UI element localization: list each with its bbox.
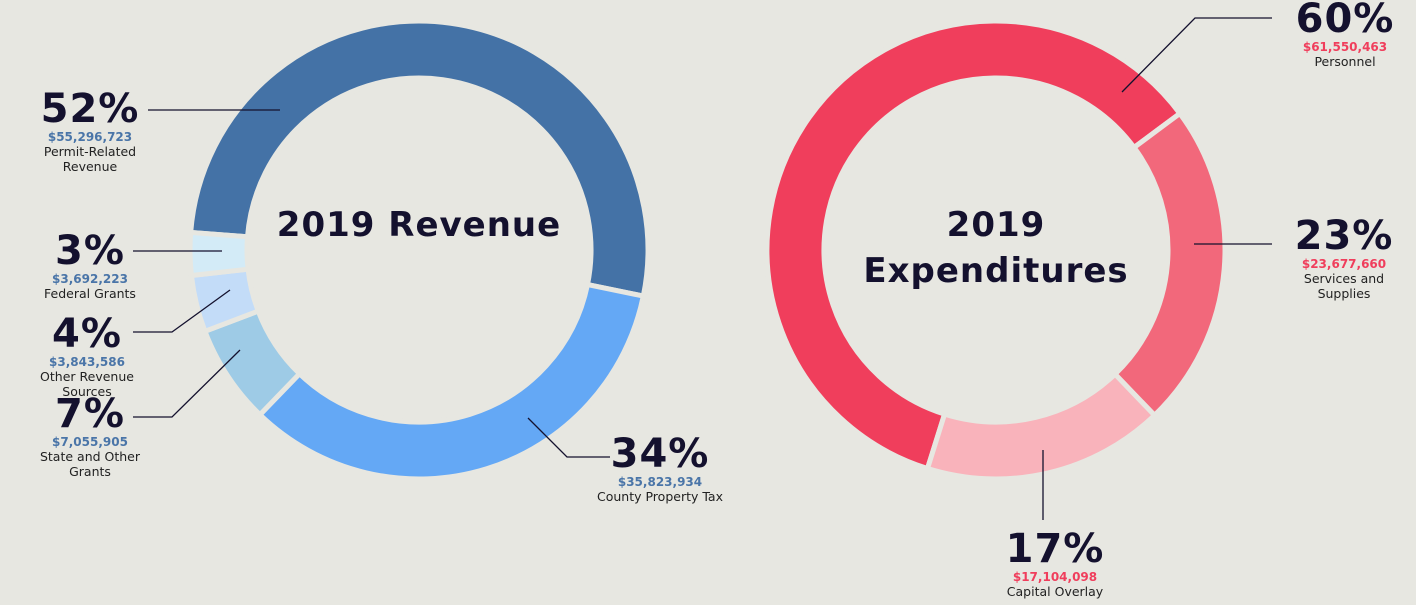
category-label: Other Revenue Sources bbox=[40, 369, 134, 399]
category-label: Permit-Related Revenue bbox=[43, 144, 137, 174]
amount-label: $35,823,934 bbox=[617, 475, 703, 489]
leader-line bbox=[133, 349, 241, 418]
slice-label: 52% $55,296,723 Permit-Related Revenue bbox=[0, 88, 190, 174]
slice-label: 7% $7,055,905 State and Other Grants bbox=[0, 393, 190, 479]
donut-segment bbox=[924, 370, 1159, 482]
category-label: Capital Overlay bbox=[1006, 584, 1104, 599]
donut-segment bbox=[187, 229, 251, 279]
amount-label: $55,296,723 bbox=[47, 130, 133, 144]
amount-label: $61,550,463 bbox=[1302, 40, 1388, 54]
category-label: Federal Grants bbox=[44, 286, 136, 301]
center-title: 2019 Expenditures bbox=[863, 205, 1129, 291]
slice-label: 17% $17,104,098 Capital Overlay bbox=[955, 528, 1155, 599]
percent-label: 60% bbox=[1295, 0, 1395, 42]
slice-label: 4% $3,843,586 Other Revenue Sources bbox=[0, 313, 187, 399]
amount-label: $3,843,586 bbox=[49, 355, 125, 369]
percent-label: 7% bbox=[55, 391, 125, 437]
percent-label: 3% bbox=[55, 228, 125, 274]
percent-label: 23% bbox=[1294, 213, 1394, 259]
center-title: 2019 Revenue bbox=[276, 205, 562, 245]
category-label: Personnel bbox=[1314, 54, 1376, 69]
percent-label: 52% bbox=[40, 86, 140, 132]
category-label: County Property Tax bbox=[597, 489, 723, 504]
slice-label: 60% $61,550,463 Personnel bbox=[1245, 0, 1416, 69]
slice-label: 3% $3,692,223 Federal Grants bbox=[0, 230, 190, 301]
donut-segment bbox=[764, 18, 1184, 472]
slice-label: 34% $35,823,934 County Property Tax bbox=[560, 433, 760, 504]
category-label: Services and Supplies bbox=[1303, 271, 1385, 301]
donut-segment bbox=[256, 281, 647, 482]
amount-label: $17,104,098 bbox=[1012, 570, 1098, 584]
leader-line bbox=[527, 417, 610, 458]
leader-line bbox=[1121, 17, 1272, 93]
leader-line bbox=[133, 289, 231, 333]
amount-label: $3,692,223 bbox=[52, 272, 128, 286]
category-label: State and Other Grants bbox=[39, 449, 141, 479]
amount-label: $23,677,660 bbox=[1301, 257, 1387, 271]
amount-label: $7,055,905 bbox=[52, 435, 128, 449]
slice-label: 23% $23,677,660 Services and Supplies bbox=[1244, 215, 1416, 301]
percent-label: 34% bbox=[610, 431, 710, 477]
percent-label: 4% bbox=[52, 311, 122, 357]
percent-label: 17% bbox=[1005, 526, 1105, 572]
donut-segment bbox=[187, 18, 651, 299]
